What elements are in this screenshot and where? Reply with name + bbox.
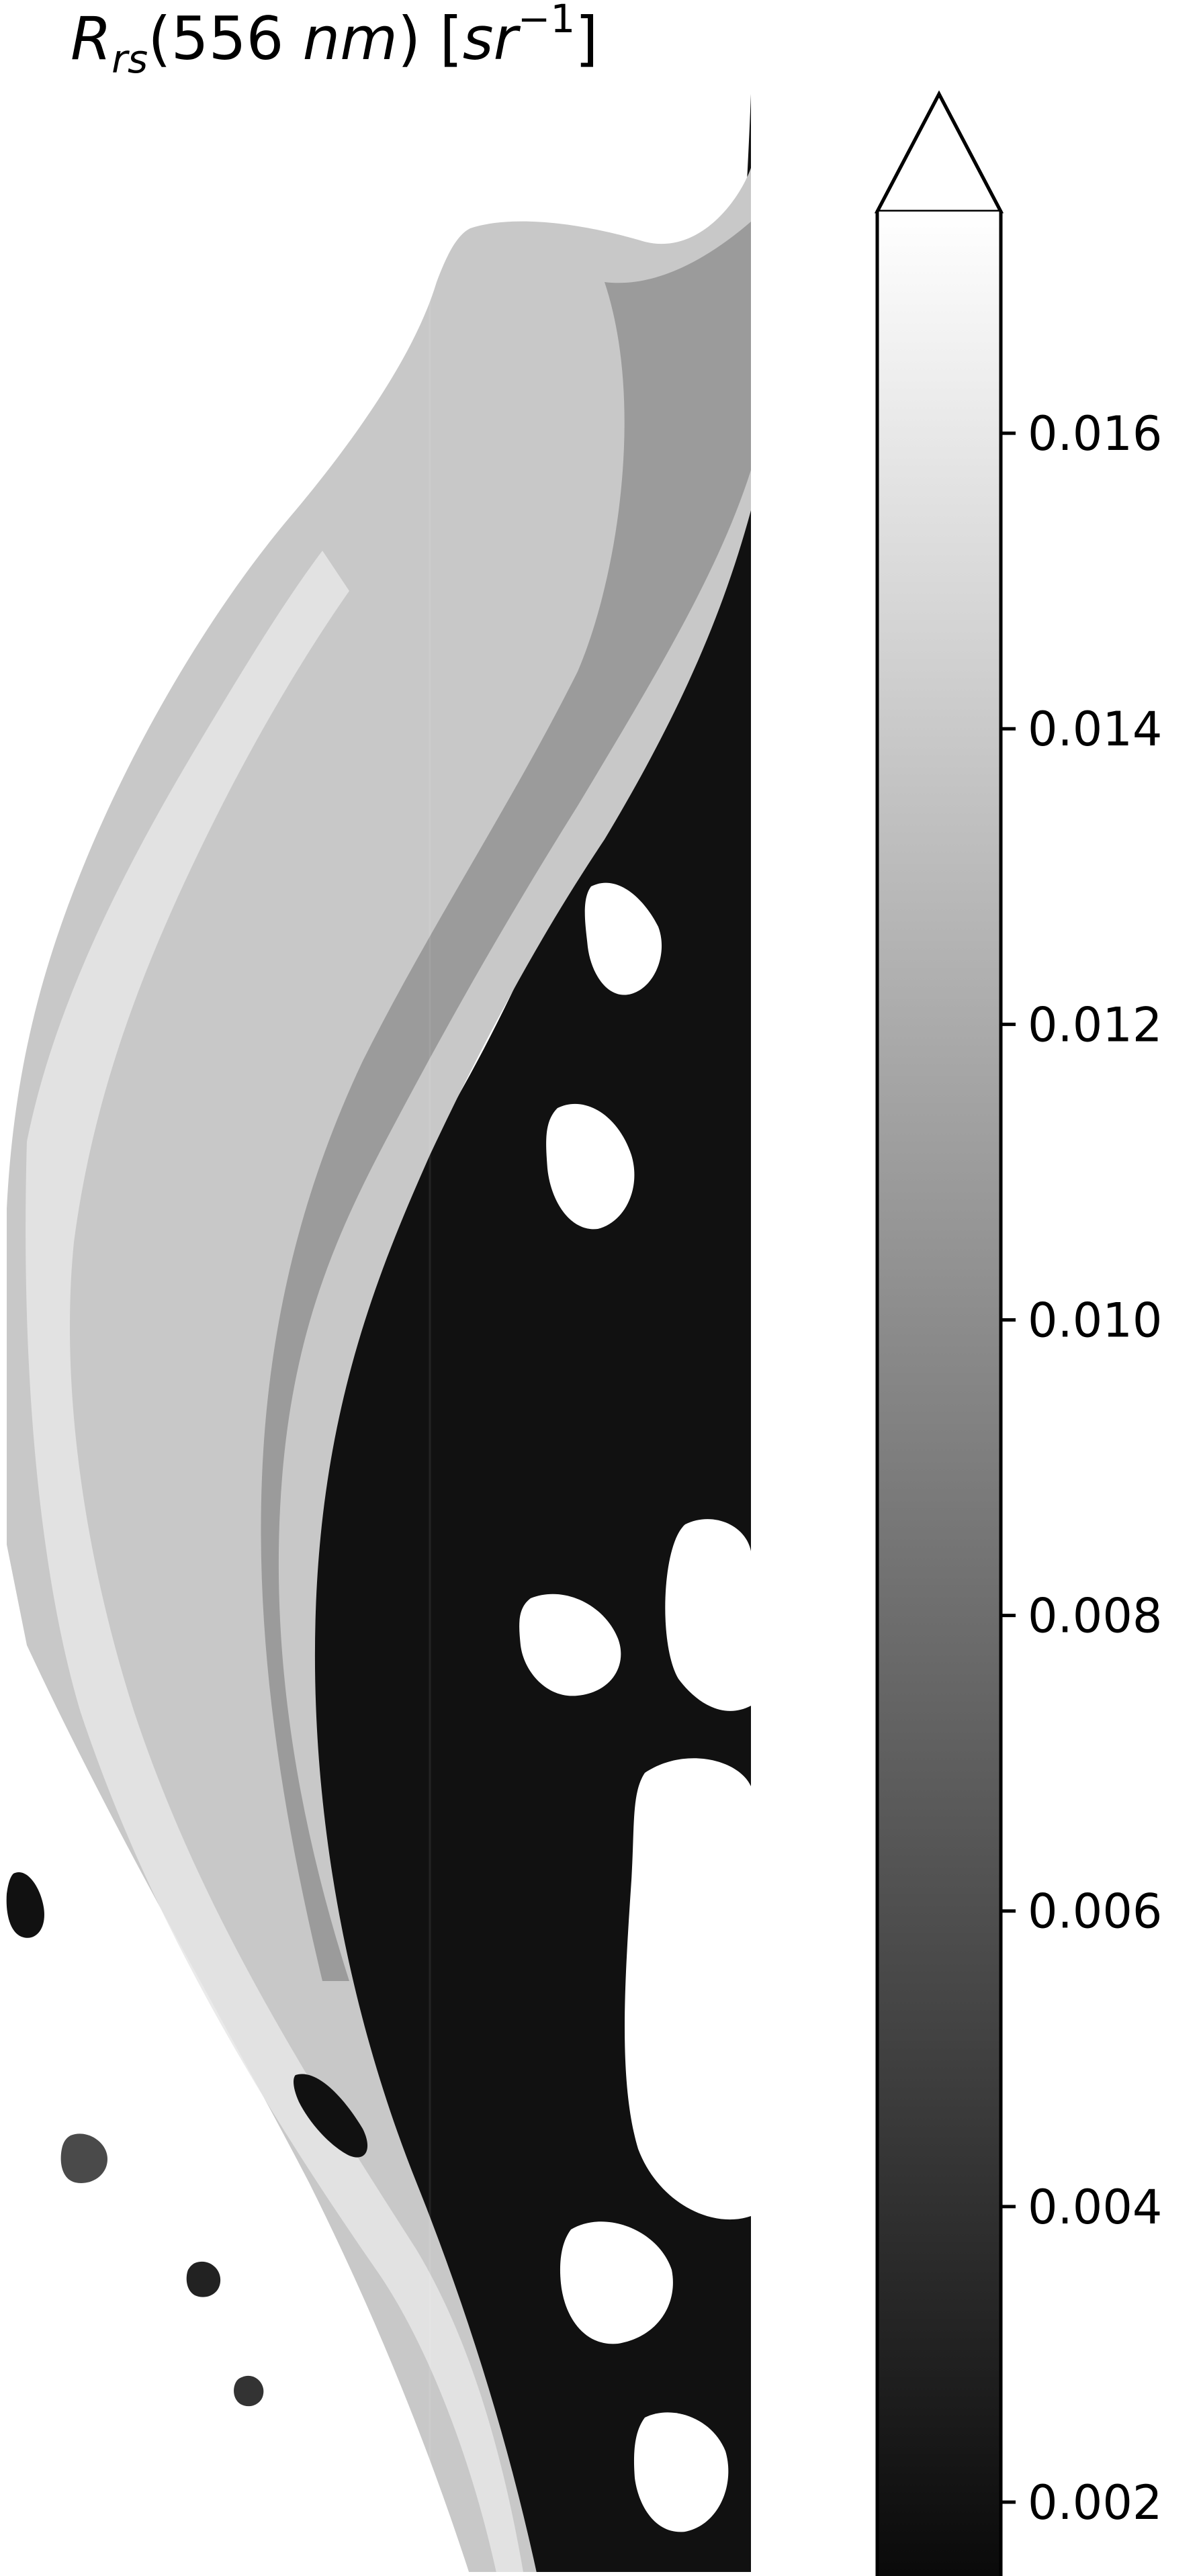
colorbar-tick-label: 0.008 — [1028, 1589, 1162, 1644]
map-cloud-patch-5 — [625, 1758, 751, 2220]
title-symbol: R — [71, 4, 112, 73]
map-mid-band — [261, 222, 751, 1981]
title-paren-open: ( — [148, 4, 171, 73]
colorbar-extend-max — [874, 90, 1004, 214]
map-lake-2 — [60, 2133, 107, 2183]
title-superscript: −1 — [518, 0, 576, 42]
map-cloud-patch-2 — [546, 1103, 635, 1230]
map-land-west — [0, 94, 430, 1209]
colorbar-tick-label: 0.006 — [1028, 1884, 1162, 1939]
map-lake-5 — [234, 2375, 264, 2407]
title-wavelength: 556 — [171, 4, 284, 73]
colorbar-tick-label: 0.012 — [1028, 997, 1162, 1052]
colorbar-tick-label: 0.004 — [1028, 2180, 1162, 2235]
map-land-southwest — [0, 1578, 443, 2572]
colorbar: 0.002 0.004 0.006 0.008 0.010 0.012 0.014 0.016 — [874, 90, 1162, 2576]
colorbar-ticks: 0.002 0.004 0.006 0.008 0.010 0.012 0.014 0.016 — [1001, 406, 1162, 2530]
map-lake-1 — [6, 1872, 44, 1938]
colorbar-tick-label: 0.014 — [1028, 702, 1162, 757]
title-sr: sr — [463, 4, 521, 73]
title-bracket-close: ] — [575, 4, 598, 73]
map-cloud-patch-4 — [519, 1594, 621, 1696]
map-cloud-patch-3 — [665, 1519, 751, 1711]
colorbar-tick-label: 0.002 — [1028, 2475, 1162, 2530]
title-space — [284, 4, 303, 73]
colorbar-gradient — [877, 212, 1001, 2576]
title-subscript: rs — [112, 36, 148, 82]
map-lake-4 — [294, 2074, 368, 2158]
colorbar-tick-label: 0.010 — [1028, 1293, 1162, 1348]
title-bracket-open: [ — [420, 4, 462, 73]
map-cloud-patch-1 — [584, 882, 662, 995]
colorbar-frame — [875, 90, 1003, 2576]
map-cloud-patch-7 — [633, 2412, 729, 2532]
map-lake-3 — [186, 2261, 221, 2297]
chart-title: Rrs(556 nm) [sr−1] — [71, 0, 598, 82]
title-paren-close: ) — [398, 4, 420, 73]
map-image — [0, 94, 751, 2572]
title-unit: nm — [303, 4, 398, 73]
colorbar-tick-label: 0.016 — [1028, 406, 1162, 461]
map-cloud-patch-6 — [560, 2221, 673, 2344]
